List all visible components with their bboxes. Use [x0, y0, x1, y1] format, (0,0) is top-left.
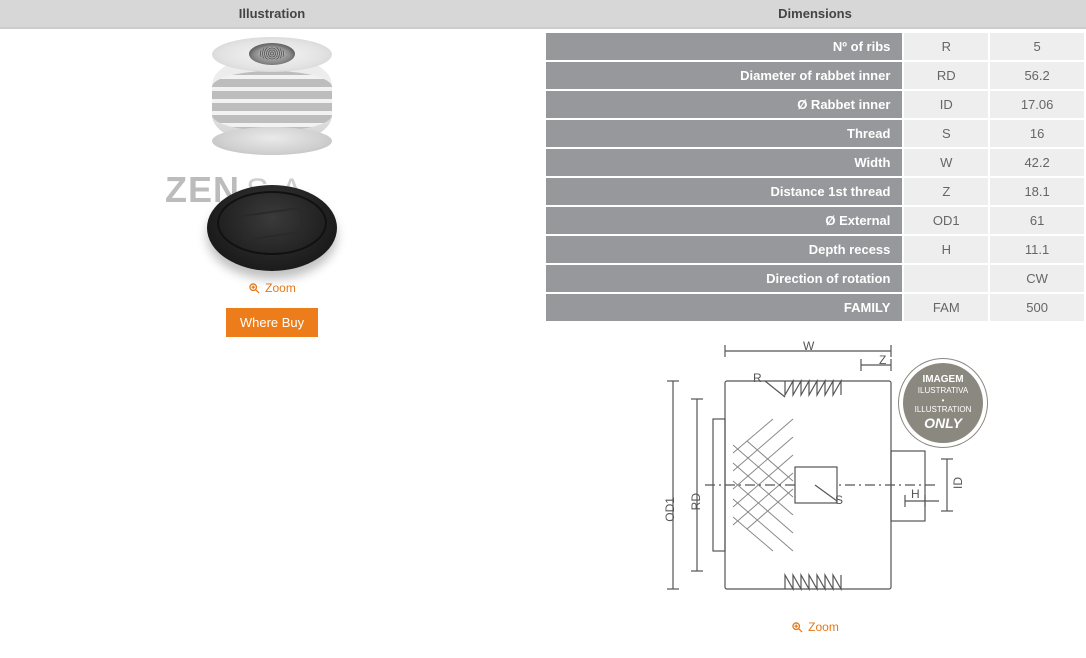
drawing-label-H: H — [911, 487, 920, 501]
dim-label: Diameter of rabbet inner — [546, 62, 902, 89]
dimensions-table: Nº of ribsR5Diameter of rabbet innerRD56… — [544, 31, 1086, 323]
dim-label: Width — [546, 149, 902, 176]
table-row: Diameter of rabbet innerRD56.2 — [546, 62, 1084, 89]
dim-code: Z — [904, 178, 988, 205]
product-illustration: ZEN S.A. Zoom Where Buy — [0, 29, 544, 337]
drawing-label-W: W — [803, 339, 814, 353]
dim-value: 16 — [990, 120, 1084, 147]
table-row: Nº of ribsR5 — [546, 33, 1084, 60]
dim-value: 61 — [990, 207, 1084, 234]
zoom-icon — [248, 282, 261, 295]
dim-value: 5 — [990, 33, 1084, 60]
dim-value: 17.06 — [990, 91, 1084, 118]
dim-value: 18.1 — [990, 178, 1084, 205]
table-row: FAMILYFAM500 — [546, 294, 1084, 321]
pulley-image — [197, 37, 347, 157]
dim-label: Ø External — [546, 207, 902, 234]
zoom-link-drawing[interactable]: Zoom — [791, 620, 839, 634]
zoom-link-illustration[interactable]: Zoom — [248, 281, 296, 295]
drawing-label-R: R — [753, 371, 762, 385]
dim-value: 42.2 — [990, 149, 1084, 176]
dim-label: Direction of rotation — [546, 265, 902, 292]
zoom-icon — [791, 621, 804, 634]
dim-value: 11.1 — [990, 236, 1084, 263]
dim-code: OD1 — [904, 207, 988, 234]
table-row: Direction of rotation CW — [546, 265, 1084, 292]
drawing-label-RD: RD — [689, 493, 703, 510]
zoom-label: Zoom — [808, 620, 839, 634]
dim-label: FAMILY — [546, 294, 902, 321]
dim-code: RD — [904, 62, 988, 89]
dim-code: ID — [904, 91, 988, 118]
dim-value: CW — [990, 265, 1084, 292]
dim-label: Ø Rabbet inner — [546, 91, 902, 118]
drawing-label-S: S — [835, 493, 843, 507]
table-row: Depth recessH11.1 — [546, 236, 1084, 263]
dim-label: Thread — [546, 120, 902, 147]
dim-code: S — [904, 120, 988, 147]
dim-value: 56.2 — [990, 62, 1084, 89]
dim-code: W — [904, 149, 988, 176]
table-row: Ø ExternalOD161 — [546, 207, 1084, 234]
technical-drawing: W Z R S H ID RD OD1 IMAGEM ILUSTRATIVA •… — [544, 341, 1086, 637]
dim-label: Nº of ribs — [546, 33, 902, 60]
drawing-label-OD1: OD1 — [663, 497, 677, 522]
dimensions-header: Dimensions — [544, 0, 1086, 29]
dim-code: R — [904, 33, 988, 60]
dim-label: Depth recess — [546, 236, 902, 263]
dim-label: Distance 1st thread — [546, 178, 902, 205]
drawing-label-Z: Z — [879, 353, 886, 367]
dim-code: FAM — [904, 294, 988, 321]
illustration-only-stamp: IMAGEM ILUSTRATIVA • ILLUSTRATION ONLY — [903, 363, 983, 443]
table-row: Ø Rabbet innerID17.06 — [546, 91, 1084, 118]
drawing-label-ID: ID — [951, 477, 965, 489]
dim-code — [904, 265, 988, 292]
illustration-header: Illustration — [0, 0, 544, 29]
table-row: WidthW42.2 — [546, 149, 1084, 176]
dim-value: 500 — [990, 294, 1084, 321]
where-buy-button[interactable]: Where Buy — [226, 308, 318, 337]
dim-code: H — [904, 236, 988, 263]
table-row: ThreadS16 — [546, 120, 1084, 147]
zoom-label: Zoom — [265, 281, 296, 295]
table-row: Distance 1st threadZ18.1 — [546, 178, 1084, 205]
cap-image — [207, 185, 337, 271]
